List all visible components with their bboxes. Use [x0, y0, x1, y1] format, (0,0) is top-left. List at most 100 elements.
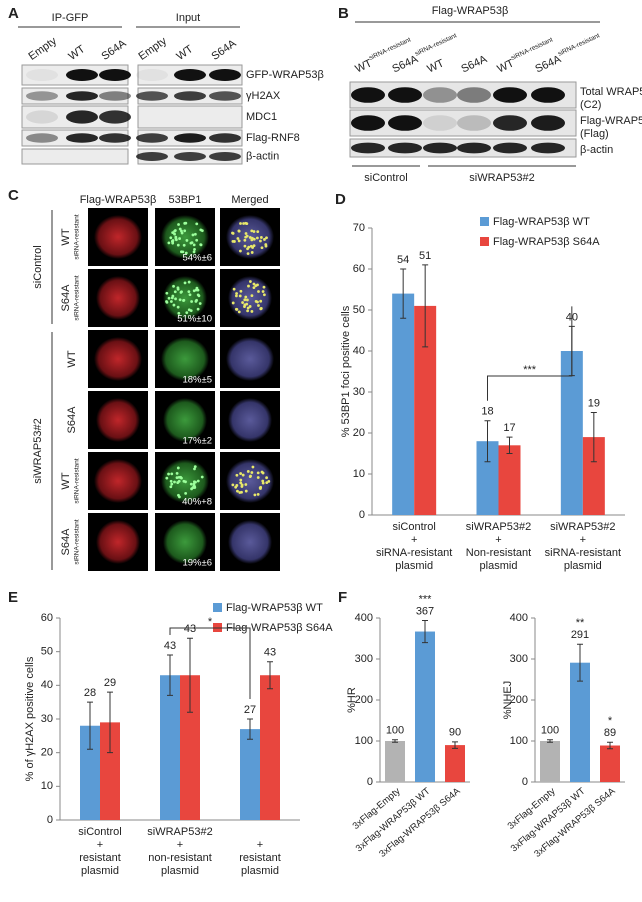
blot-band — [457, 142, 491, 154]
focus — [245, 302, 249, 306]
bar — [570, 662, 590, 782]
blot-band — [66, 133, 98, 143]
focus — [244, 235, 248, 239]
bar — [445, 745, 465, 782]
significance-label: ** — [576, 617, 585, 629]
blot-band — [388, 115, 422, 131]
focus — [169, 479, 173, 483]
row-sup: siRNA-resistant — [74, 458, 81, 503]
row-label: Flag-WRAP53β — [580, 115, 642, 127]
focus — [267, 479, 271, 483]
focus — [192, 480, 196, 484]
focus — [262, 285, 266, 289]
focus — [245, 298, 249, 302]
y-tick-label: 200 — [510, 694, 528, 706]
focus — [195, 238, 199, 242]
panel-letter: C — [8, 187, 19, 204]
focus — [180, 290, 183, 294]
focus — [242, 222, 245, 225]
blot-band — [493, 87, 527, 103]
focus — [249, 244, 253, 248]
value-label: 17 — [503, 422, 515, 434]
error-bar — [87, 701, 93, 750]
panel-letter: A — [8, 5, 19, 22]
focus — [261, 479, 265, 483]
x-tick-label: + — [177, 839, 183, 851]
focus — [196, 293, 200, 297]
focus — [170, 482, 174, 486]
focus — [255, 236, 259, 240]
percent-label: 17%±2 — [182, 436, 212, 447]
value-label: 28 — [84, 687, 96, 699]
focus — [261, 290, 265, 293]
lane-sup: siRNA-resistant — [557, 32, 601, 58]
focus — [176, 305, 180, 309]
group-label: siControl — [32, 245, 44, 288]
blot-band — [209, 133, 241, 143]
focus — [176, 466, 180, 470]
blot-band — [136, 152, 168, 161]
x-tick-label: siWRAP53#2 — [550, 521, 615, 533]
focus — [252, 282, 256, 286]
blot-band — [174, 133, 206, 143]
row-label: γH2AX — [246, 90, 281, 102]
focus — [239, 222, 242, 225]
focus — [263, 238, 266, 241]
y-tick-label: 50 — [353, 304, 365, 316]
focus — [231, 483, 235, 487]
blot-band — [136, 133, 168, 143]
blot-band — [66, 91, 98, 101]
focus — [253, 493, 257, 497]
focus — [177, 493, 180, 497]
error-bar — [607, 741, 613, 750]
blot-band — [66, 69, 98, 81]
bar — [80, 725, 100, 820]
blot-header: Input — [176, 12, 200, 24]
focus — [235, 294, 238, 298]
focus — [236, 237, 240, 240]
value-label: 54 — [397, 254, 409, 266]
bar — [582, 437, 605, 515]
blot-band — [209, 152, 241, 161]
x-tick-label: Non-resistant — [466, 547, 531, 559]
focus — [250, 310, 254, 313]
focus — [173, 480, 176, 484]
focus — [170, 300, 173, 303]
column-header: Merged — [231, 194, 268, 206]
focus — [183, 229, 187, 233]
error-bar — [484, 420, 491, 463]
error-bar — [590, 412, 597, 463]
nucleus — [94, 337, 142, 381]
x-tick-label: plasmid — [161, 865, 199, 877]
focus — [256, 230, 260, 234]
nucleus — [163, 398, 207, 442]
blot-strip — [21, 148, 129, 165]
blot-band — [209, 91, 241, 101]
x-tick-label: + — [97, 839, 103, 851]
focus — [189, 309, 193, 313]
row-label: MDC1 — [246, 111, 277, 123]
focus — [192, 482, 196, 486]
row-label: (Flag) — [580, 128, 609, 140]
focus — [167, 296, 171, 300]
blot-band — [174, 91, 206, 101]
blot-header: IP-GFP — [52, 12, 89, 24]
x-tick-label: + — [580, 534, 586, 546]
focus — [169, 485, 173, 489]
group-label: siWRAP53#2 — [469, 172, 534, 184]
x-tick-label: siRNA-resistant — [376, 547, 452, 559]
blot-band — [531, 87, 565, 103]
focus — [173, 290, 177, 294]
x-tick-label: + — [257, 839, 263, 851]
row-label: Flag-RNF8 — [246, 132, 300, 144]
value-label: 100 — [386, 725, 404, 737]
focus — [188, 293, 192, 297]
focus — [193, 486, 197, 489]
focus — [178, 237, 181, 240]
bar — [240, 729, 260, 820]
blot-band — [209, 69, 241, 81]
lane-label: S64A — [210, 37, 239, 63]
blot-band — [351, 115, 385, 131]
lane-label: WT — [175, 43, 196, 63]
bar — [160, 675, 180, 820]
